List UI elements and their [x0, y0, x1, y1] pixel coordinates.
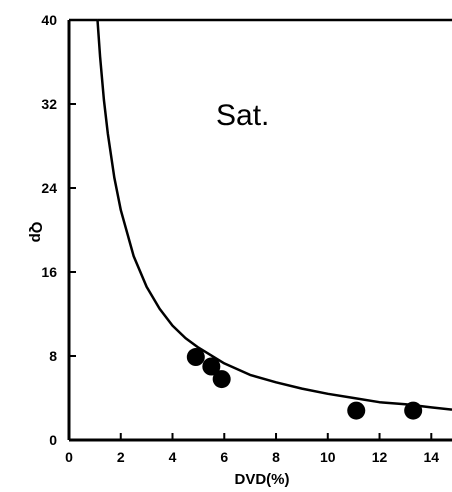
fitted-curve: [96, 19, 452, 411]
x-tick-label: 0: [65, 449, 73, 465]
y-tick-label: 40: [41, 12, 57, 28]
y-axis-title: Qp: [28, 222, 45, 243]
data-point: [347, 401, 366, 420]
data-point: [212, 370, 231, 389]
y-tick-label: 24: [41, 180, 57, 196]
x-axis-title: DVD(%): [235, 471, 290, 488]
y-tick-label: 0: [49, 432, 57, 448]
y-tick-label: 16: [41, 264, 57, 280]
saturation-annotation: Sat.: [216, 99, 269, 132]
data-point: [404, 401, 423, 420]
y-tick-label: 8: [49, 348, 57, 364]
x-tick-label: 14: [424, 449, 440, 465]
x-tick-label: 4: [169, 449, 177, 465]
data-point: [186, 348, 205, 367]
y-axis-ticks: 0 8 16 24 32 40: [41, 12, 76, 448]
series-layer: [69, 18, 452, 420]
x-tick-label: 2: [117, 449, 125, 465]
x-tick-label: 12: [372, 449, 388, 465]
x-tick-label: 10: [320, 449, 336, 465]
x-tick-label: 8: [272, 449, 280, 465]
y-tick-label: 32: [41, 96, 57, 112]
x-tick-label: 6: [220, 449, 228, 465]
data-point: [202, 357, 221, 376]
x-axis-ticks: 0 2 4 6 8 10 12 14: [65, 433, 439, 465]
